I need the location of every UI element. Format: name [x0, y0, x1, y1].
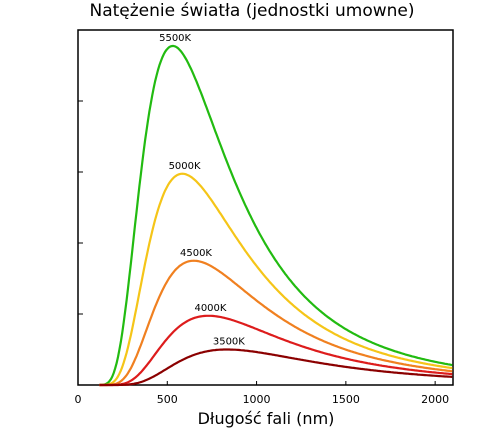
series-label: 5500K — [159, 33, 191, 44]
plot-frame — [77, 29, 454, 386]
y-axis-ticks — [78, 29, 83, 315]
series-line — [99, 44, 453, 387]
x-tick-label: 2000 — [421, 393, 449, 406]
series-line — [99, 172, 453, 387]
series-label: 4000K — [194, 303, 226, 314]
series-label: 4500K — [180, 248, 212, 259]
chart-title: Natężenie światła (jednostki umowne) — [89, 1, 414, 21]
series-line — [99, 348, 453, 387]
x-tick-label: 1500 — [332, 393, 360, 406]
x-tick-label: 1000 — [243, 393, 271, 406]
series-label: 5000K — [169, 161, 201, 172]
x-axis-label: Długość fali (nm) — [198, 409, 335, 428]
series-line — [99, 259, 453, 387]
series-line — [99, 314, 453, 387]
series-labels: 5500K 5000K 4500K 4000K 3500K — [159, 33, 245, 348]
x-tick-label: 0 — [75, 393, 82, 406]
series-curves — [99, 44, 453, 387]
x-tick-label: 500 — [157, 393, 178, 406]
series-label: 3500K — [213, 337, 245, 348]
x-axis-ticks: 0 500 1000 1500 2000 — [75, 381, 449, 406]
